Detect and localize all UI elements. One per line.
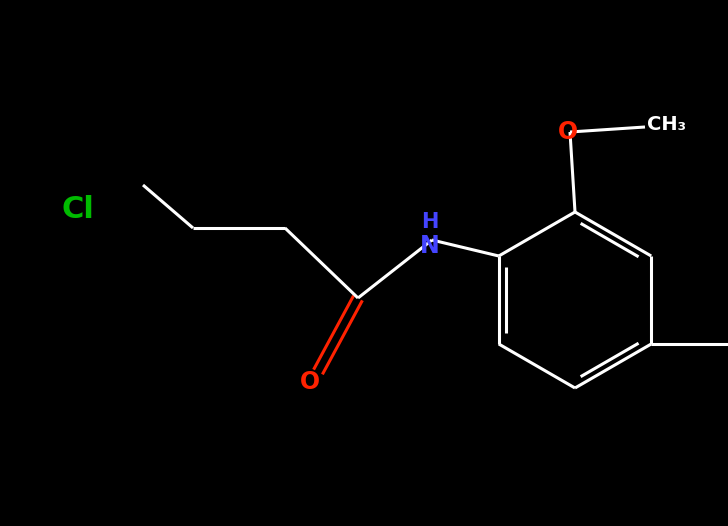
Text: O: O — [558, 120, 578, 144]
Text: N: N — [420, 234, 440, 258]
Text: H: H — [422, 212, 439, 232]
Text: CH₃: CH₃ — [647, 116, 687, 135]
Text: Cl: Cl — [62, 196, 95, 225]
Text: O: O — [300, 370, 320, 394]
